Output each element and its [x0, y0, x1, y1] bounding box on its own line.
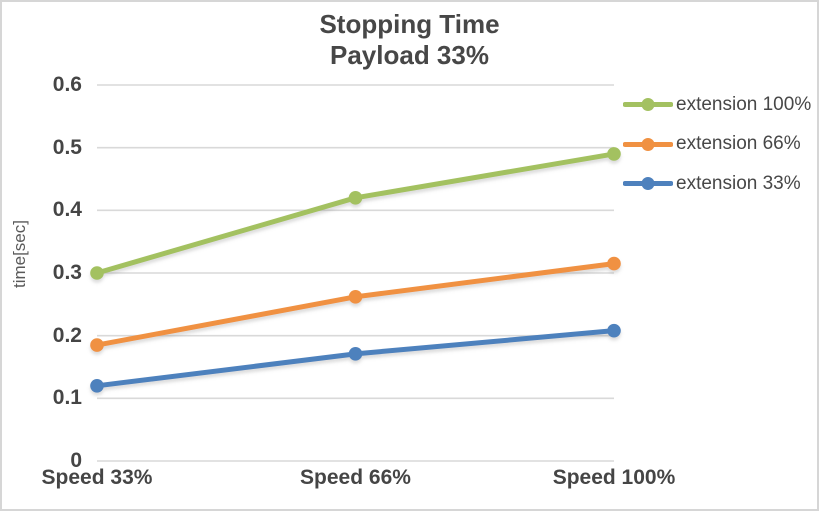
y-tick-label: 0.4	[52, 198, 82, 222]
x-tick-label-speed-100: Speed 100%	[552, 466, 676, 489]
legend-item-extension-100: extension 100%	[623, 85, 811, 125]
chart-title-block: Stopping Time Payload 33%	[2, 9, 817, 71]
y-tick-label: 0.6	[52, 73, 82, 96]
y-tick-label: 0.2	[52, 323, 82, 347]
x-tick-label-speed-33: Speed 33%	[41, 466, 153, 489]
chart-title: Stopping Time	[319, 9, 500, 39]
legend-item-extension-33: extension 33%	[623, 164, 811, 204]
y-tick-label: 0	[70, 449, 82, 472]
legend-label: extension 33%	[676, 172, 801, 194]
legend-label: extension 100%	[676, 93, 812, 115]
legend-line-marker-icon	[623, 177, 673, 191]
x-tick-label-speed-66: Speed 66%	[300, 466, 411, 489]
y-tick-label: 0.5	[52, 135, 82, 159]
chart-subtitle: Payload 33%	[330, 40, 489, 70]
legend: extension 100% extension 66% extension 3…	[623, 85, 811, 204]
legend-label: extension 66%	[676, 133, 801, 155]
y-tick-label: 0.3	[52, 261, 82, 284]
legend-line-marker-icon	[623, 98, 673, 112]
legend-item-extension-66: extension 66%	[623, 125, 811, 165]
y-tick-label: 0.1	[52, 386, 82, 410]
legend-line-marker-icon	[623, 137, 673, 151]
